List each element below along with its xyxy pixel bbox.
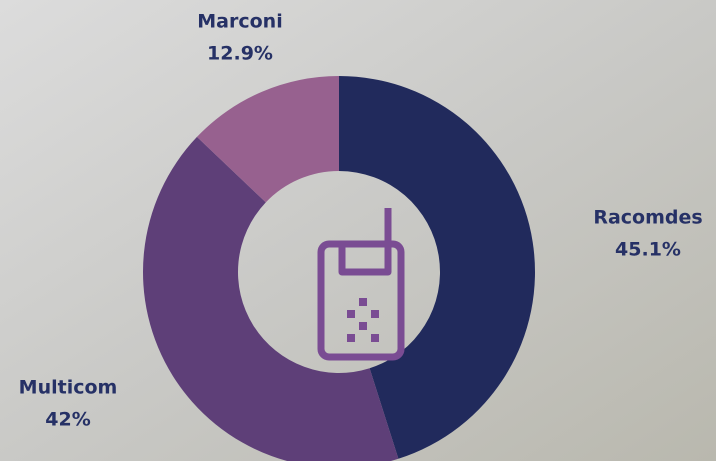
value-label: 42%	[45, 409, 90, 431]
phone-icon	[317, 208, 405, 361]
slice	[143, 136, 399, 461]
value-label: 12.9%	[207, 43, 273, 65]
donut	[143, 76, 535, 461]
slice-label: Multicom	[19, 377, 118, 399]
slice	[196, 76, 339, 203]
value-label: 45.1%	[615, 239, 681, 261]
slice	[339, 76, 535, 459]
slice-label: Marconi	[197, 11, 282, 33]
slice-label: Racomdes	[593, 207, 702, 229]
